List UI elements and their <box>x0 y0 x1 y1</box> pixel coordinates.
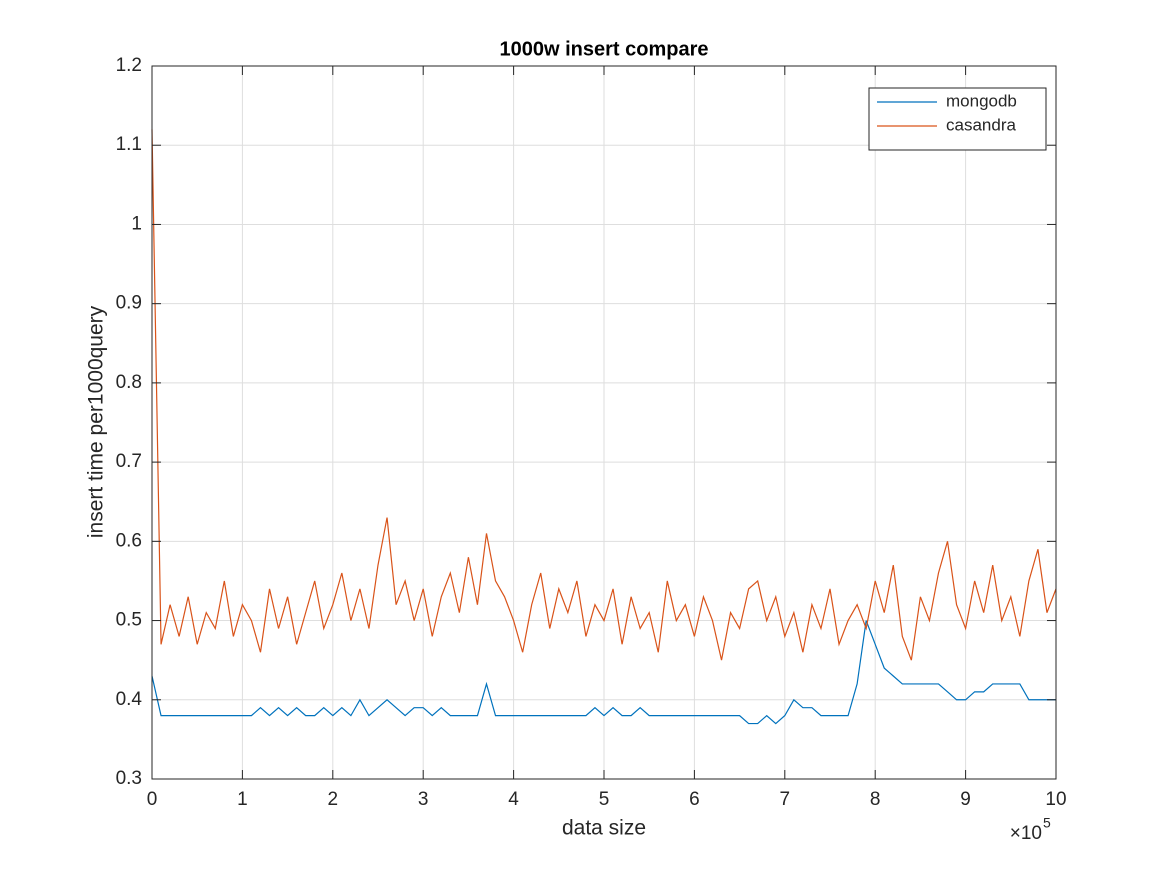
x-multiplier-base: ×10 <box>1010 823 1042 844</box>
plot-lines <box>151 129 1057 725</box>
y-tick-label: 1.1 <box>116 134 142 155</box>
y-tick-label: 0.9 <box>116 293 142 314</box>
x-tick-label: 0 <box>147 789 158 810</box>
y-tick-label: 0.4 <box>116 689 143 710</box>
y-tick-label: 1.2 <box>116 55 142 76</box>
legend-label: mongodb <box>946 91 1017 110</box>
legend: mongodb casandra <box>868 87 1047 151</box>
x-tick-label: 3 <box>418 789 429 810</box>
legend-box <box>868 87 1047 151</box>
chart-title: 1000w insert compare <box>500 38 709 60</box>
x-tick-label: 8 <box>870 789 881 810</box>
y-tick-label: 0.5 <box>116 610 142 631</box>
x-tick-label: 7 <box>780 789 791 810</box>
x-multiplier-power: 5 <box>1043 815 1051 831</box>
y-tick-label: 0.8 <box>116 372 142 393</box>
x-tick-label: 1 <box>237 789 248 810</box>
x-tick-label: 4 <box>508 789 519 810</box>
x-tick-label: 5 <box>599 789 610 810</box>
x-tick-label: 2 <box>328 789 339 810</box>
y-tick-label: 0.7 <box>116 451 142 472</box>
x-tick-label: 6 <box>689 789 700 810</box>
y-axis-label: insert time per1000query <box>85 305 108 538</box>
x-tick-label: 10 <box>1045 789 1066 810</box>
series-line <box>151 620 1056 725</box>
legend-label: casandra <box>946 115 1016 134</box>
x-axis-label: data size <box>562 817 646 840</box>
y-tick-label: 0.6 <box>116 530 142 551</box>
x-tick-label: 9 <box>960 789 971 810</box>
ticks: 0.3 0.4 0.5 0.6 0.7 0.8 0.9 1 1.1 1.2 0 1 2 3 4 5 6 7 8 9 10 <box>116 55 1067 810</box>
y-tick-label: 0.3 <box>116 768 142 789</box>
series-line <box>151 129 1057 661</box>
y-tick-label: 1 <box>131 213 142 234</box>
